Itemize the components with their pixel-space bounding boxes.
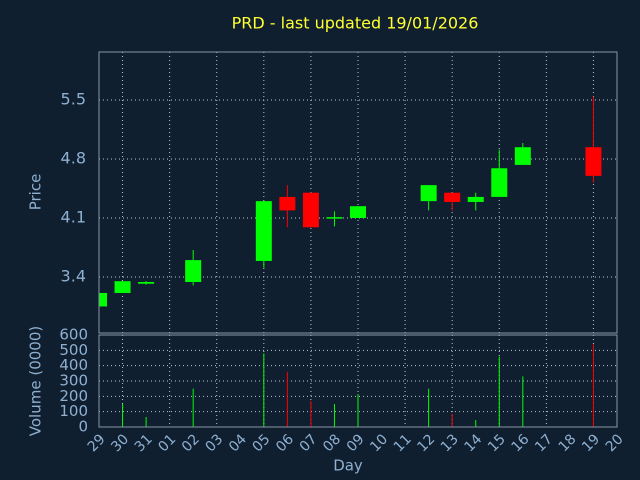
x-tick-label: 20 (603, 431, 627, 455)
y-tick-label: 4.8 (61, 149, 86, 168)
candle-body (138, 282, 155, 284)
x-tick-label: 15 (485, 431, 509, 455)
y2-tick-label: 400 (59, 356, 88, 374)
x-tick-label: 07 (297, 431, 321, 455)
x-axis-title: Day (333, 457, 363, 475)
y2-tick-label: 600 (59, 326, 88, 344)
y2-tick-label: 500 (59, 341, 88, 359)
x-tick-label: 17 (532, 431, 556, 455)
y2-tick-label: 100 (59, 402, 88, 420)
candle-body (302, 192, 319, 228)
plot (99, 96, 602, 427)
x-tick-label: 01 (155, 431, 179, 455)
y-axis-title: Price (27, 174, 45, 211)
plot-frame (98, 51, 618, 334)
x-tick-label: 08 (320, 431, 344, 455)
candle-body (467, 196, 484, 202)
chart-title: PRD - last updated 19/01/2026 (232, 14, 479, 33)
candle-body (491, 168, 508, 197)
y2-tick-label: 0 (78, 418, 88, 436)
y2-tick-label: 300 (59, 372, 88, 390)
x-tick-label: 02 (179, 431, 203, 455)
volume-frame (98, 334, 618, 428)
x-tick-label: 09 (344, 431, 368, 455)
x-tick-label: 03 (202, 431, 226, 455)
y2-tick-label: 200 (59, 387, 88, 405)
x-tick-label: 05 (250, 431, 274, 455)
candle-body (326, 217, 343, 219)
x-tick-label: 04 (226, 431, 250, 455)
candle-body (255, 201, 272, 261)
x-tick-label: 19 (579, 431, 603, 455)
x-tick-label: 11 (391, 431, 415, 455)
x-tick-label: 29 (85, 431, 109, 455)
x-tick-label: 13 (438, 431, 462, 455)
candle-body (114, 281, 131, 293)
candle-body (444, 192, 461, 202)
candle-body (350, 206, 366, 218)
candle-body (99, 292, 107, 307)
y2-axis-title: Volume (0000) (27, 326, 45, 436)
x-tick-label: 06 (273, 431, 297, 455)
x-tick-label: 18 (556, 431, 580, 455)
y-tick-label: 4.1 (61, 207, 86, 226)
x-tick-label: 16 (509, 431, 533, 455)
x-tick-label: 30 (108, 431, 132, 455)
candle-body (420, 185, 437, 202)
candle-body (514, 147, 531, 165)
candle-body (185, 260, 202, 283)
x-tick-label: 31 (132, 431, 156, 455)
x-tick-label: 10 (367, 431, 391, 455)
x-tick-label: 14 (461, 431, 485, 455)
candle-body (279, 196, 296, 211)
x-tick-label: 12 (414, 431, 438, 455)
y-tick-label: 3.4 (61, 266, 86, 285)
candle-body (585, 147, 602, 176)
y-tick-label: 5.5 (61, 90, 86, 109)
